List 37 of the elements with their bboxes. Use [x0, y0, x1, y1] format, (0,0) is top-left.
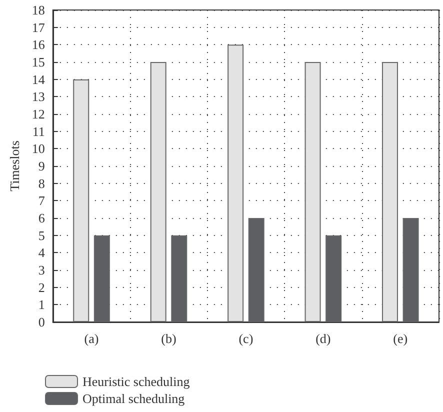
y-tick-label: 12: [32, 106, 45, 122]
y-tick-label: 7: [38, 193, 46, 208]
bar: [248, 218, 264, 322]
y-tick-label: 15: [32, 54, 45, 70]
legend-label: Optimal scheduling: [82, 391, 186, 406]
y-tick-label: 4: [38, 245, 46, 260]
bar: [228, 44, 244, 322]
bar: [304, 62, 321, 322]
y-tick-label: 5: [38, 228, 45, 243]
y-tick-label: 3: [38, 262, 45, 278]
y-tick-label: 9: [38, 158, 45, 174]
y-tick-label: 18: [32, 2, 45, 18]
y-tick-label: 17: [32, 20, 46, 35]
y-tick-label: 16: [32, 37, 46, 52]
bar: [171, 235, 188, 322]
bar: [382, 62, 398, 322]
y-tick-label: 13: [32, 89, 45, 104]
bar: [150, 62, 166, 322]
y-tick-label: 6: [38, 210, 46, 226]
y-tick-label: 14: [32, 72, 46, 87]
y-tick-label: 2: [38, 280, 45, 295]
x-tick-label: (a): [84, 331, 99, 346]
bar: [326, 235, 342, 322]
x-tick-label: (c): [238, 331, 254, 346]
y-tick-label: 10: [32, 141, 45, 156]
bar: [94, 235, 110, 322]
y-tick-label: 8: [38, 176, 45, 191]
y-tick-label: 11: [32, 124, 45, 139]
bar: [73, 79, 90, 322]
bar: [402, 218, 419, 322]
x-tick-label: (d): [316, 331, 331, 346]
x-tick-label: (b): [161, 331, 176, 346]
x-tick-label: (e): [393, 331, 408, 346]
y-tick-label: 1: [38, 297, 45, 312]
legend-label: Heuristic scheduling: [82, 374, 190, 389]
y-tick-label: 0: [38, 314, 45, 330]
y-axis-title: Timeslots: [7, 140, 22, 192]
